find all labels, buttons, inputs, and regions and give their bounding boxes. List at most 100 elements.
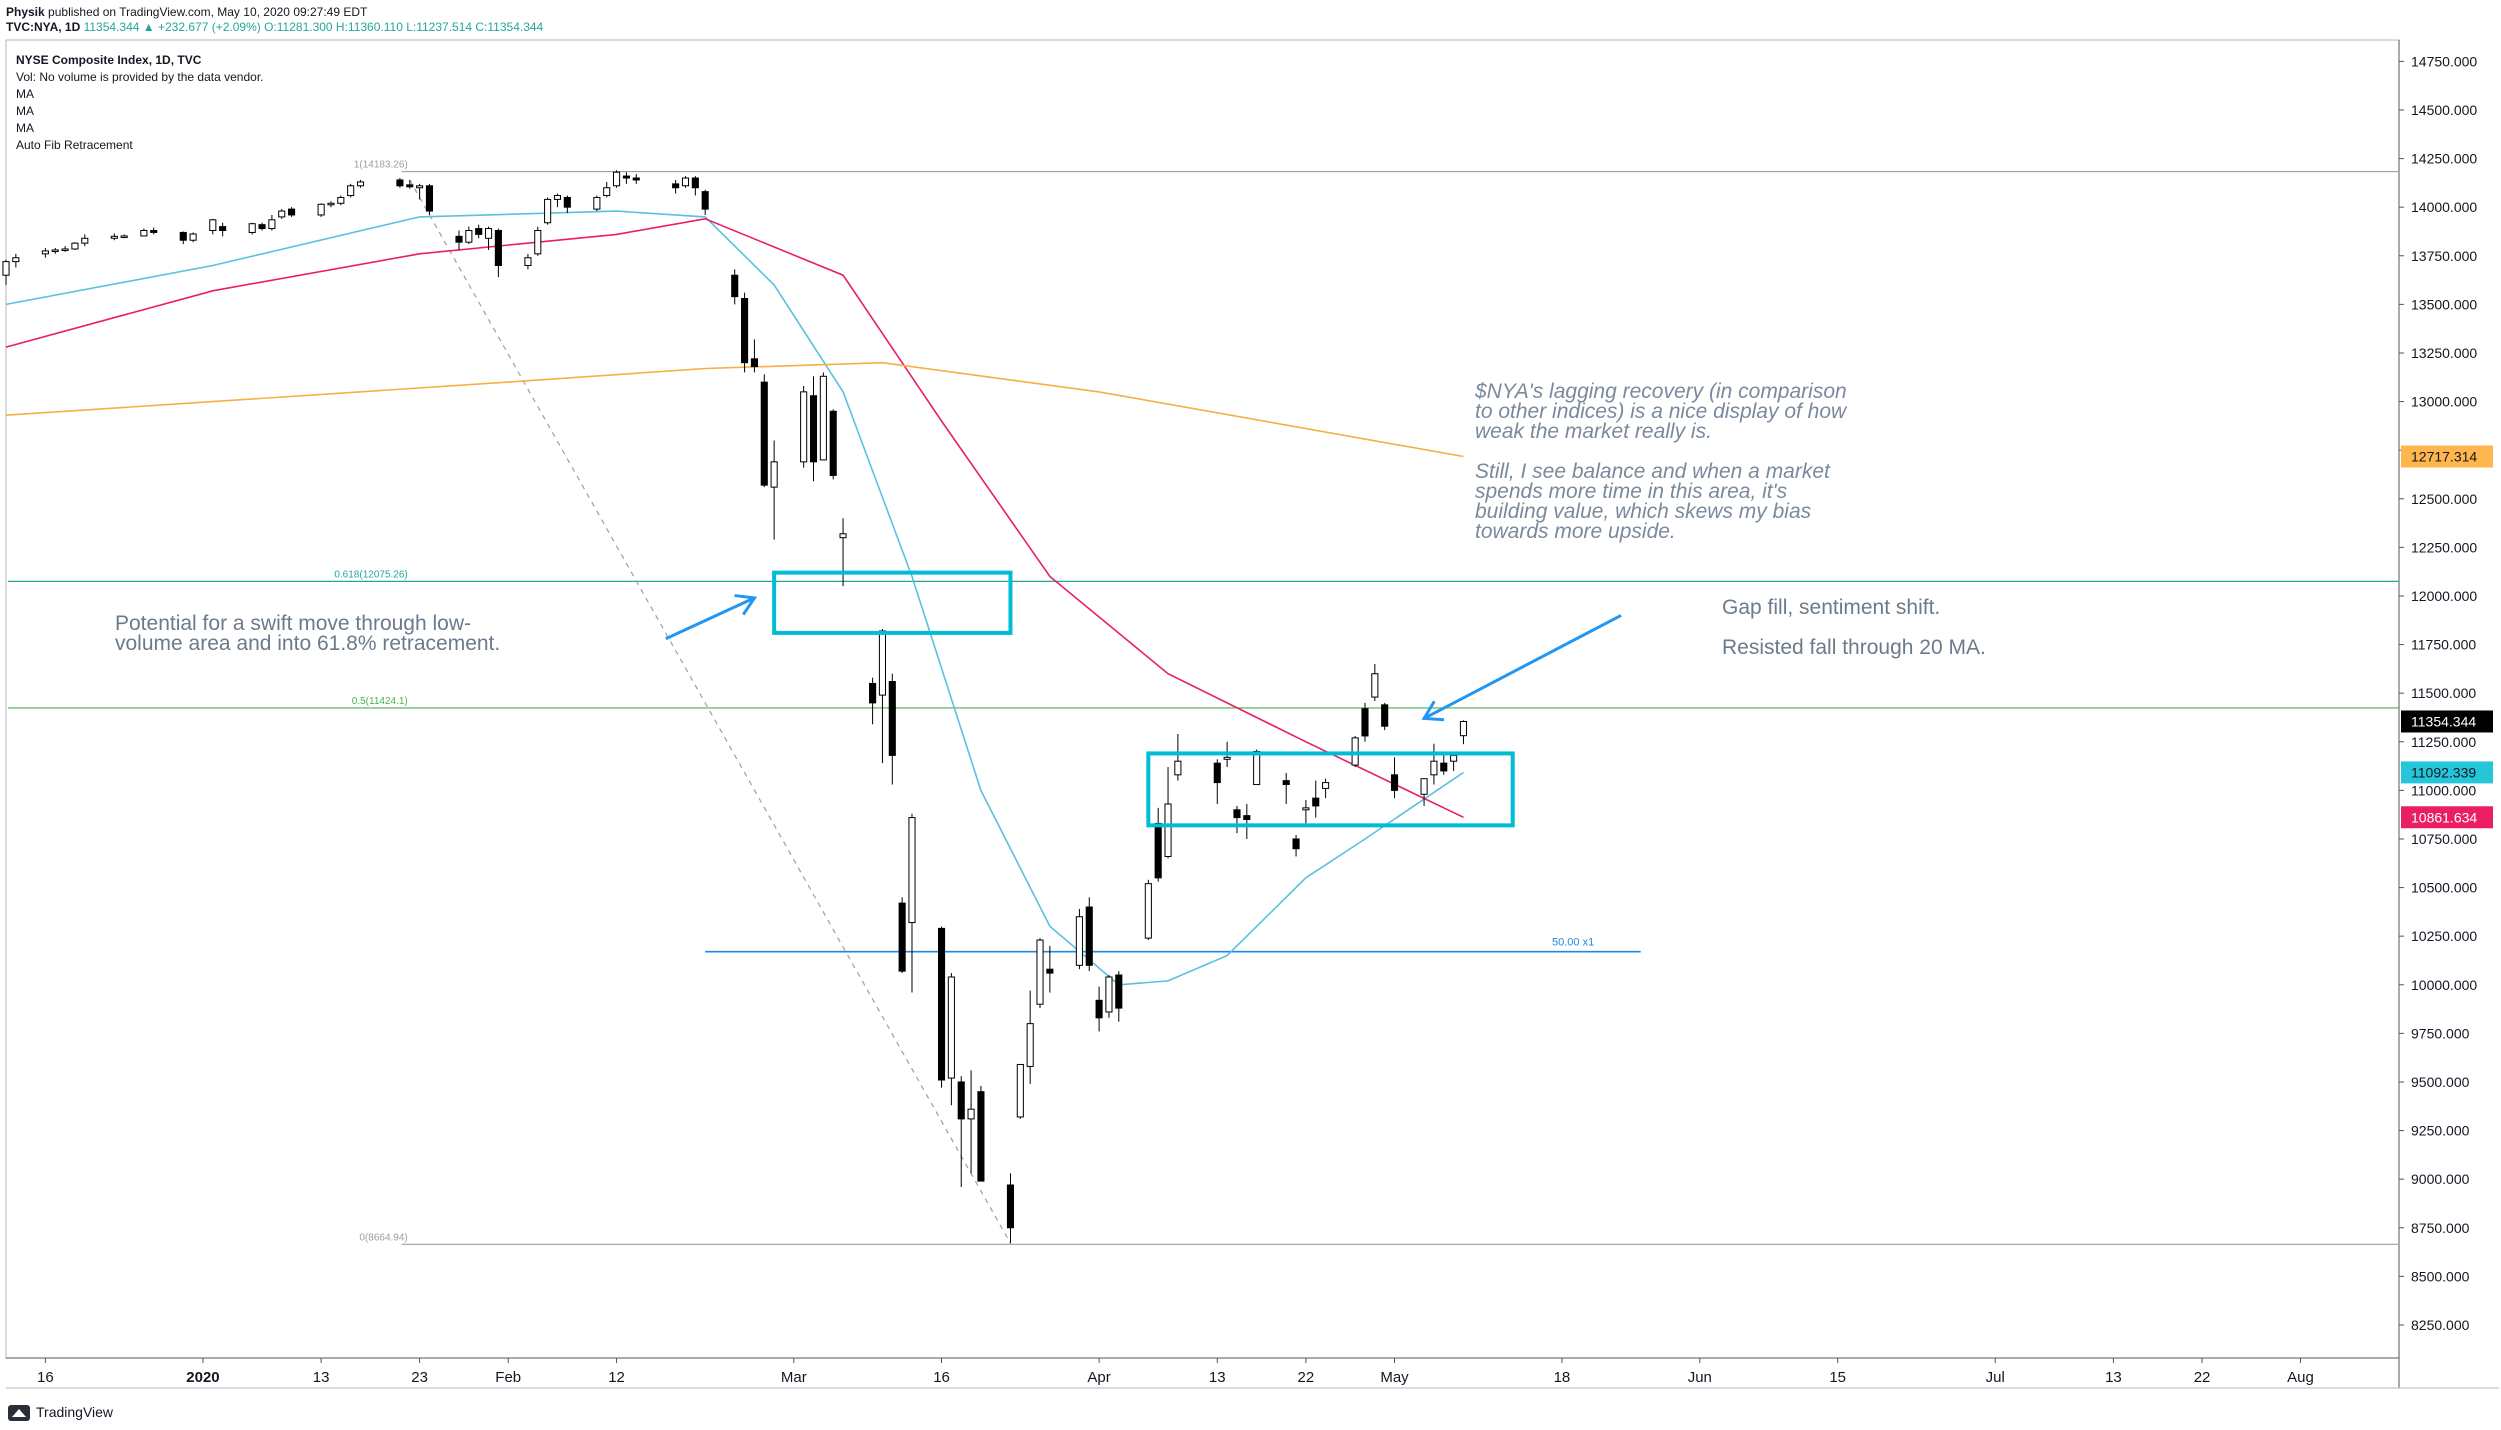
candle-body-down <box>563 196 571 208</box>
candle <box>750 339 758 373</box>
symbol-info: TVC:NYA, 1D <box>6 20 81 34</box>
annotation-left-line-2: volume area and into 61.8% retracement. <box>115 632 500 655</box>
candle <box>908 813 916 993</box>
highlight-box-2 <box>1146 751 1515 828</box>
candle-body-up <box>1026 1023 1034 1067</box>
trend-line[interactable] <box>409 179 1011 1244</box>
candle <box>731 269 739 305</box>
legend-fib[interactable]: Auto Fib Retracement <box>16 138 133 152</box>
x-tick-label: 16 <box>37 1369 54 1386</box>
price-label-ma200: 12717.314 <box>2411 449 2477 465</box>
x-tick-label: 2020 <box>186 1369 219 1386</box>
chart-legend: NYSE Composite Index, 1D, TVC Vol: No vo… <box>16 53 263 152</box>
candle <box>534 226 542 256</box>
candle-body-down <box>1085 906 1093 966</box>
annotation-right-line-1: Gap fill, sentiment shift. <box>1722 596 1940 619</box>
candle-body-down <box>741 298 749 364</box>
candle <box>1046 945 1054 993</box>
candle <box>603 181 611 198</box>
legend-ma-3[interactable]: MA <box>16 121 34 135</box>
candle <box>81 234 89 247</box>
candle-body-down <box>219 226 227 232</box>
candle <box>1115 971 1123 1022</box>
candle <box>209 218 217 235</box>
candle-body-down <box>1154 822 1162 879</box>
candle <box>1105 975 1113 1018</box>
legend-ma-2[interactable]: MA <box>16 104 34 118</box>
legend-volume: Vol: No volume is provided by the data v… <box>16 70 263 84</box>
candle-body-down <box>1312 797 1320 807</box>
candle-body-down <box>672 183 680 189</box>
annotation-top[interactable]: $NYA's lagging recovery (in comparison t… <box>1474 380 1848 543</box>
annotation-right[interactable]: Gap fill, sentiment shift. Resisted fall… <box>1722 596 1986 659</box>
candle-body-up <box>967 1108 975 1120</box>
x-tick-label: 12 <box>608 1369 625 1386</box>
candle-body-down <box>809 395 818 463</box>
candle-body-up <box>327 202 335 206</box>
annotation-top-line-1: $NYA's lagging recovery (in comparison <box>1474 380 1847 403</box>
candle <box>189 232 197 243</box>
fib-retracement[interactable]: 1(14183.26) 0.618(12075.26) 0.5(11424.1) 0(… <box>8 160 2399 1245</box>
candle-body-up <box>278 210 286 218</box>
ma-line-ma200 <box>5 361 1464 458</box>
candle <box>869 677 877 725</box>
y-tick-label: 11750.000 <box>2411 637 2476 653</box>
ma-line-ma50 <box>5 217 1464 819</box>
candle <box>327 201 335 208</box>
annotation-top-line-3: weak the market really is. <box>1475 420 1712 443</box>
candle-body-down <box>888 681 896 756</box>
rectangles[interactable] <box>772 570 1515 828</box>
candle <box>1036 938 1044 1009</box>
candle-body-down <box>937 927 946 1081</box>
candle <box>593 195 601 212</box>
candle-body-down <box>1046 968 1054 974</box>
fib-level-label: 1(14183.26) <box>354 160 408 171</box>
y-tick-label: 9750.000 <box>2411 1025 2470 1041</box>
y-tick-label: 11500.000 <box>2411 685 2476 701</box>
y-tick-label: 10500.000 <box>2411 880 2477 896</box>
candle <box>455 230 463 250</box>
candle <box>524 253 532 270</box>
price-label-ma50: 10861.634 <box>2411 809 2477 825</box>
candle <box>622 172 630 184</box>
price-label-bg-ma200 <box>2401 445 2493 468</box>
tradingview-logo[interactable]: TradingView <box>8 1404 114 1422</box>
candle <box>977 1085 985 1182</box>
author-name[interactable]: Physik <box>6 5 45 19</box>
annotation-right-line-2: Resisted fall through 20 MA. <box>1722 636 1986 659</box>
candle <box>937 926 946 1088</box>
y-tick-label: 9250.000 <box>2411 1123 2470 1139</box>
candle-body-down <box>288 208 296 216</box>
y-tick-label: 10750.000 <box>2411 831 2477 847</box>
candle-body-up <box>553 195 562 200</box>
candle-body-down <box>455 235 463 243</box>
price-axis[interactable]: 8250.000 8500.000 8750.000 9000.000 9250.000… <box>2399 53 2477 1333</box>
tradingview-brand: TradingView <box>36 1404 114 1420</box>
y-tick-label: 12000.000 <box>2411 588 2477 604</box>
candle <box>691 176 699 196</box>
annotation-left[interactable]: Potential for a swift move through low- … <box>115 612 500 655</box>
price-labels: 12717.314 11354.344 11092.339 10861.634 <box>2401 445 2493 829</box>
candle-body-up <box>1430 760 1438 776</box>
candle <box>1430 743 1438 785</box>
candle-body-down <box>150 230 158 233</box>
time-axis[interactable]: 16 2020 13 23 Feb 12 Mar 16 Apr 13 22 May 18 Jun 15 Jul… <box>37 1358 2314 1386</box>
candle-body-down <box>1381 704 1389 727</box>
candle <box>1085 897 1093 972</box>
legend-ma-1[interactable]: MA <box>16 87 34 101</box>
candle <box>829 409 837 480</box>
candle <box>465 226 473 245</box>
candle <box>1164 767 1172 859</box>
candle-body-down <box>632 177 640 181</box>
y-tick-label: 14500.000 <box>2411 102 2477 118</box>
candle-body-down <box>750 358 758 368</box>
arrows[interactable] <box>665 594 1622 722</box>
ma-line-ma20 <box>5 210 1464 986</box>
tradingview-logo-icon <box>8 1405 30 1422</box>
candle-body-up <box>681 177 690 187</box>
candle-body-down <box>1243 815 1251 821</box>
candle <box>1154 807 1162 882</box>
candle-body-up <box>1253 750 1261 786</box>
candle-body-down <box>406 184 414 188</box>
